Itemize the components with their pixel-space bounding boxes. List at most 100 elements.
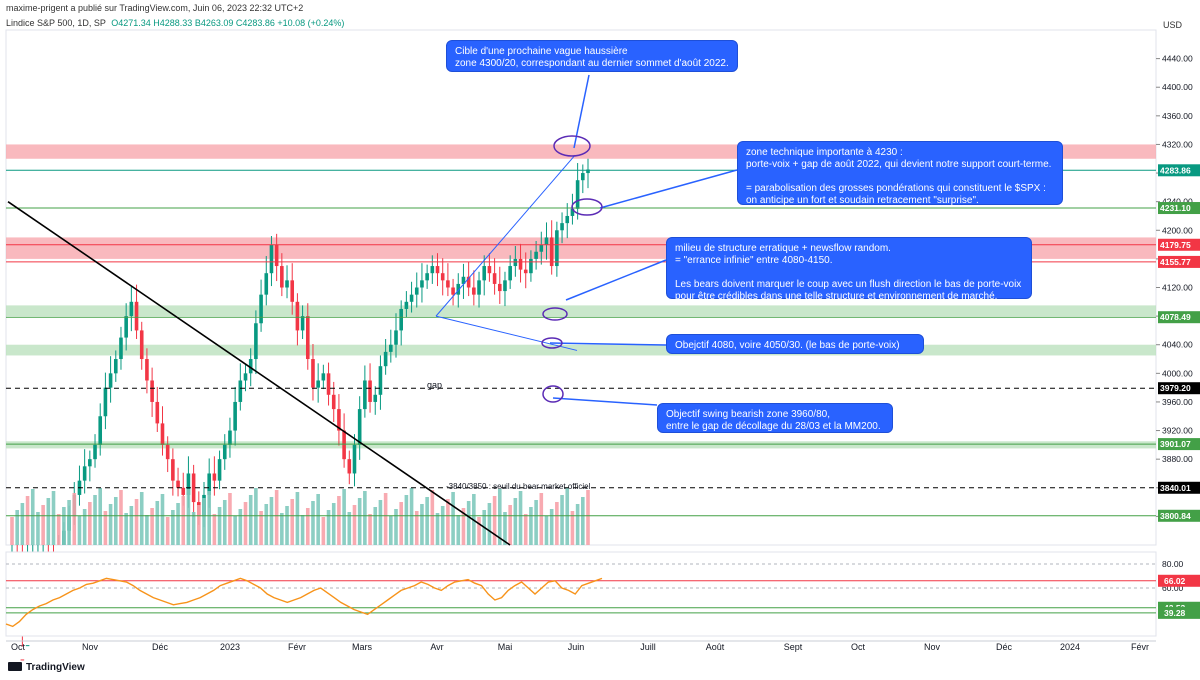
candle-body	[259, 294, 263, 324]
x-axis-label: Juill	[640, 642, 656, 652]
candle-body	[160, 423, 165, 445]
candle-body	[238, 380, 243, 402]
candle-body	[586, 169, 590, 174]
volume-bar	[331, 503, 336, 545]
candle-body	[352, 444, 357, 474]
candle-body	[331, 394, 336, 410]
x-axis-label: Juin	[568, 642, 585, 652]
volume-bar	[259, 511, 263, 545]
tradingview-brand: TradingView	[8, 662, 85, 673]
candle-body	[207, 473, 211, 495]
volume-bar	[41, 505, 45, 545]
y-tick-label: 3920.00	[1162, 426, 1193, 436]
volume-bar	[113, 497, 118, 545]
candle-body	[285, 280, 289, 288]
candle-body	[254, 323, 258, 360]
volume-bar	[518, 491, 523, 545]
volume-bar	[389, 516, 393, 545]
volume-bar	[238, 509, 243, 545]
candle-body	[508, 266, 512, 281]
volume-bar	[129, 506, 134, 545]
candle-body	[176, 480, 180, 488]
candle-body	[477, 280, 481, 295]
volume-bar	[56, 514, 61, 545]
currency-label: USD	[1163, 20, 1183, 30]
volume-bar	[337, 496, 341, 545]
volume-bar	[103, 511, 108, 545]
candle-body	[487, 266, 492, 274]
volume-bar	[197, 505, 201, 545]
volume-bar	[430, 490, 435, 545]
candle-body	[311, 359, 315, 388]
volume-bar	[212, 514, 217, 545]
candle-body	[472, 287, 476, 295]
price-level-badge	[1158, 311, 1200, 324]
volume-bar	[30, 489, 35, 545]
volume-bar	[394, 509, 398, 545]
volume-bar	[404, 495, 409, 545]
x-axis-label: Févr	[288, 642, 306, 652]
publisher-line: maxime-prigent a publié sur TradingView.…	[6, 3, 304, 13]
volume-bar	[51, 491, 56, 545]
candle-body	[565, 215, 570, 224]
candle-body	[357, 409, 362, 445]
volume-bar	[409, 488, 414, 545]
volume-bar	[461, 508, 466, 545]
y-tick-label: 4360.00	[1162, 111, 1193, 121]
volume-bar	[425, 497, 429, 545]
candle-body	[25, 645, 30, 647]
x-axis-label: Oct	[851, 642, 866, 652]
megaphone-bottom-line	[435, 315, 578, 351]
volume-bar	[342, 489, 346, 545]
x-axis-label: 2024	[1060, 642, 1080, 652]
candle-body	[409, 294, 414, 302]
note-zone-4230: zone technique importante à 4230 : porte…	[737, 141, 1063, 206]
price-level-label: 4155.77	[1160, 257, 1191, 267]
price-level-label: 4078.49	[1160, 312, 1191, 322]
volume-bar	[155, 501, 160, 545]
candle-body	[186, 473, 191, 495]
candle-body	[560, 223, 564, 231]
volume-bar	[492, 496, 497, 545]
volume-bar	[207, 491, 211, 545]
volume-bar	[570, 511, 575, 545]
x-axis-label: Août	[706, 642, 725, 652]
volume-bar	[98, 488, 103, 545]
y-tick-label: 4120.00	[1162, 283, 1193, 293]
candle-body	[414, 287, 419, 295]
y-tick-label: 3880.00	[1162, 454, 1193, 464]
highlight-ellipse	[542, 307, 568, 321]
price-level-badge	[1158, 481, 1200, 494]
volume-bar	[93, 495, 97, 545]
volume-bar	[378, 500, 383, 545]
x-axis-label: Avr	[430, 642, 443, 652]
volume-bar	[82, 509, 87, 545]
price-level-badge	[1158, 509, 1200, 522]
brand-name: TradingView	[26, 662, 85, 673]
volume-bar	[373, 507, 378, 545]
highlight-ellipse	[553, 135, 591, 157]
volume-bar	[414, 511, 419, 545]
zone-band-2	[6, 305, 1156, 317]
candle-body	[337, 409, 341, 431]
tradingview-logo-icon	[8, 662, 22, 671]
candle-body	[373, 394, 378, 402]
volume-bar	[549, 509, 554, 545]
candle-body	[295, 301, 300, 331]
volume-bar	[534, 500, 538, 545]
candle-body	[570, 208, 575, 216]
volume-bar	[539, 493, 544, 545]
candle-body	[88, 459, 92, 467]
rsi-pane	[5, 551, 1157, 637]
candle-body	[243, 373, 248, 381]
volume-bar	[555, 502, 559, 545]
price-level-label: 3901.07	[1160, 439, 1191, 449]
volume-bar	[108, 504, 113, 545]
volume-bar	[119, 490, 123, 545]
candle-body	[113, 359, 118, 374]
candle-body	[228, 430, 232, 445]
candle-body	[264, 273, 269, 295]
volume-bar	[363, 491, 367, 545]
candle-body	[222, 444, 227, 460]
